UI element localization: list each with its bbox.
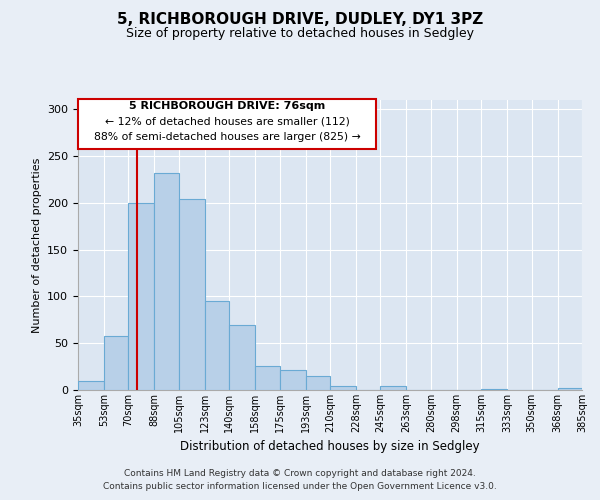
Bar [205,301,229,390]
Bar [154,173,179,390]
Y-axis label: Number of detached properties: Number of detached properties [32,158,41,332]
Bar [229,324,255,390]
Bar [380,386,406,390]
Text: ← 12% of detached houses are smaller (112): ← 12% of detached houses are smaller (11… [104,117,349,127]
Text: Contains public sector information licensed under the Open Government Licence v3: Contains public sector information licen… [103,482,497,491]
Bar [104,336,128,390]
Bar [78,380,104,390]
Text: 5 RICHBOROUGH DRIVE: 76sqm: 5 RICHBOROUGH DRIVE: 76sqm [129,102,325,112]
Bar [557,388,582,390]
Bar [128,203,154,390]
Bar [280,370,305,390]
Bar [330,386,356,390]
Text: Size of property relative to detached houses in Sedgley: Size of property relative to detached ho… [126,28,474,40]
FancyBboxPatch shape [78,99,376,148]
Text: Contains HM Land Registry data © Crown copyright and database right 2024.: Contains HM Land Registry data © Crown c… [124,468,476,477]
Bar [179,199,205,390]
X-axis label: Distribution of detached houses by size in Sedgley: Distribution of detached houses by size … [180,440,480,454]
Text: 88% of semi-detached houses are larger (825) →: 88% of semi-detached houses are larger (… [94,132,361,142]
Bar [305,376,330,390]
Text: 5, RICHBOROUGH DRIVE, DUDLEY, DY1 3PZ: 5, RICHBOROUGH DRIVE, DUDLEY, DY1 3PZ [117,12,483,28]
Bar [481,389,507,390]
Bar [255,366,280,390]
